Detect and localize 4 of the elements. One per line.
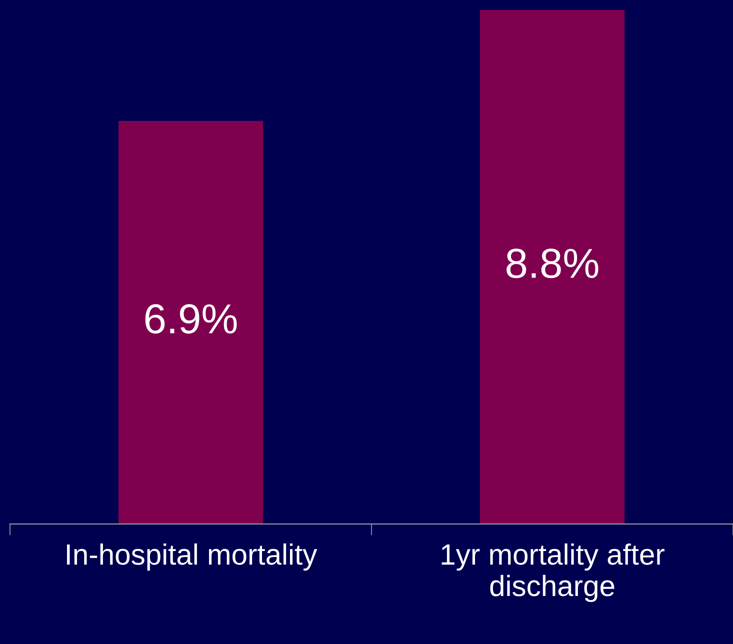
x-tick-label: In-hospital mortality	[67, 543, 318, 571]
data-label: 8.8%	[506, 248, 598, 278]
x-tick-label: 1yr mortality after discharge	[442, 543, 664, 602]
data-label: 6.9%	[145, 304, 237, 334]
